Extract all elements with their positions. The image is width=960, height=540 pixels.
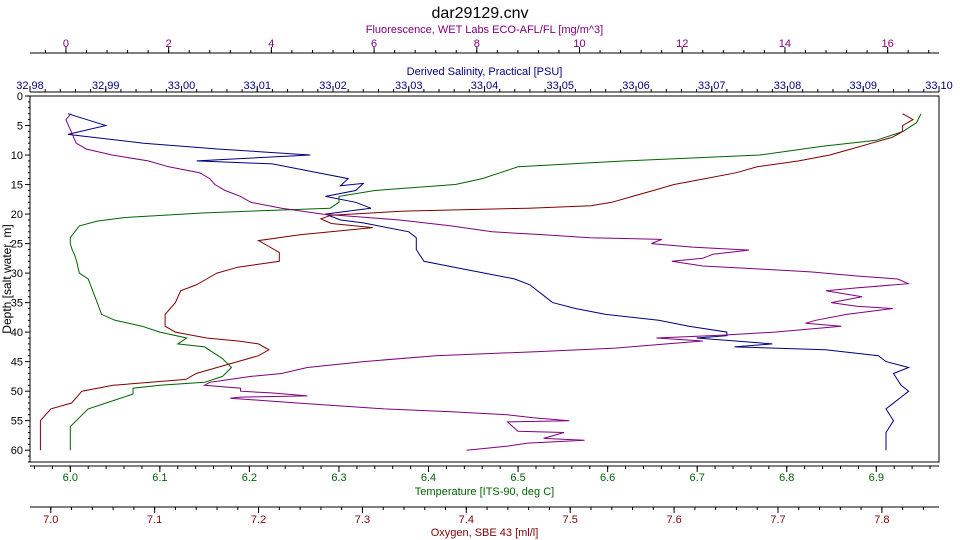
chart-title: dar29129.cnv [432,5,529,22]
fluorescence-tick-label: 0 [63,38,69,50]
plot-frame [29,95,940,463]
salinity-series-line [67,113,911,451]
fluorescence-tick-label: 10 [573,38,585,50]
salinity-axis-label: Derived Salinity, Practical [PSU] [407,66,563,78]
fluorescence-tick-label: 12 [676,38,688,50]
oxygen-tick-label: 7.6 [666,514,681,526]
salinity-tick-label: 32,99 [92,80,120,92]
y-tick-label: 15 [11,180,23,192]
oxygen-axis-label: Oxygen, SBE 43 [ml/l] [431,527,539,539]
fluorescence-tick-label: 6 [371,38,377,50]
salinity-tick-label: 32,98 [16,80,44,92]
temperature-tick-label: 6.2 [242,472,257,484]
salinity-tick-label: 33,10 [925,80,953,92]
oxygen-series-line [39,113,915,451]
temperature-tick-label: 6.9 [869,472,884,484]
y-tick-label: 30 [11,268,23,280]
salinity-tick-label: 33,01 [243,80,271,92]
temperature-tick-label: 6.4 [421,472,436,484]
fluorescence-tick-label: 8 [474,38,480,50]
y-tick-label: 40 [11,327,23,339]
fluorescence-tick-label: 4 [268,38,274,50]
y-tick-label: 35 [11,298,23,310]
oxygen-tick-label: 7.8 [874,514,889,526]
salinity-tick-label: 33,08 [774,80,802,92]
oxygen-tick-label: 7.5 [563,514,578,526]
temperature-tick-label: 6.7 [690,472,705,484]
temperature-tick-label: 6.5 [510,472,525,484]
temperature-tick-label: 6.1 [152,472,167,484]
temperature-tick-label: 6.3 [331,472,346,484]
y-tick-label: 25 [11,239,23,251]
fluorescence-series-line [65,113,911,451]
y-axis-label: Depth [salt water, m] [0,224,14,333]
salinity-tick-label: 33,06 [622,80,650,92]
oxygen-tick-label: 7.4 [459,514,474,526]
salinity-tick-label: 33,04 [471,80,499,92]
fluorescence-tick-label: 2 [166,38,172,50]
fluorescence-tick-label: 16 [882,38,894,50]
fluorescence-axis-label: Fluorescence, WET Labs ECO-AFL/FL [mg/m^… [366,24,603,36]
salinity-tick-label: 33,03 [395,80,423,92]
y-tick-label: 60 [11,445,23,457]
salinity-tick-label: 33,07 [698,80,726,92]
temperature-tick-label: 6.8 [779,472,794,484]
salinity-tick-label: 33,02 [319,80,347,92]
y-tick-label: 50 [11,386,23,398]
salinity-tick-label: 33,00 [168,80,196,92]
y-tick-label: 45 [11,357,23,369]
temperature-tick-label: 6.6 [600,472,615,484]
y-tick-label: 5 [17,121,23,133]
salinity-tick-label: 33,05 [546,80,574,92]
oxygen-tick-label: 7.2 [251,514,266,526]
oxygen-tick-label: 7.3 [355,514,370,526]
temperature-series-line [69,113,922,451]
y-tick-label: 55 [11,416,23,428]
y-tick-label: 0 [17,91,23,103]
fluorescence-tick-label: 14 [779,38,791,50]
oxygen-tick-label: 7.0 [43,514,58,526]
oxygen-tick-label: 7.7 [770,514,785,526]
oxygen-tick-label: 7.1 [147,514,162,526]
temperature-tick-label: 6.0 [63,472,78,484]
salinity-tick-label: 33,09 [849,80,877,92]
temperature-axis-label: Temperature [ITS-90, deg C] [415,486,554,498]
y-tick-label: 10 [11,150,23,162]
y-tick-label: 20 [11,209,23,221]
